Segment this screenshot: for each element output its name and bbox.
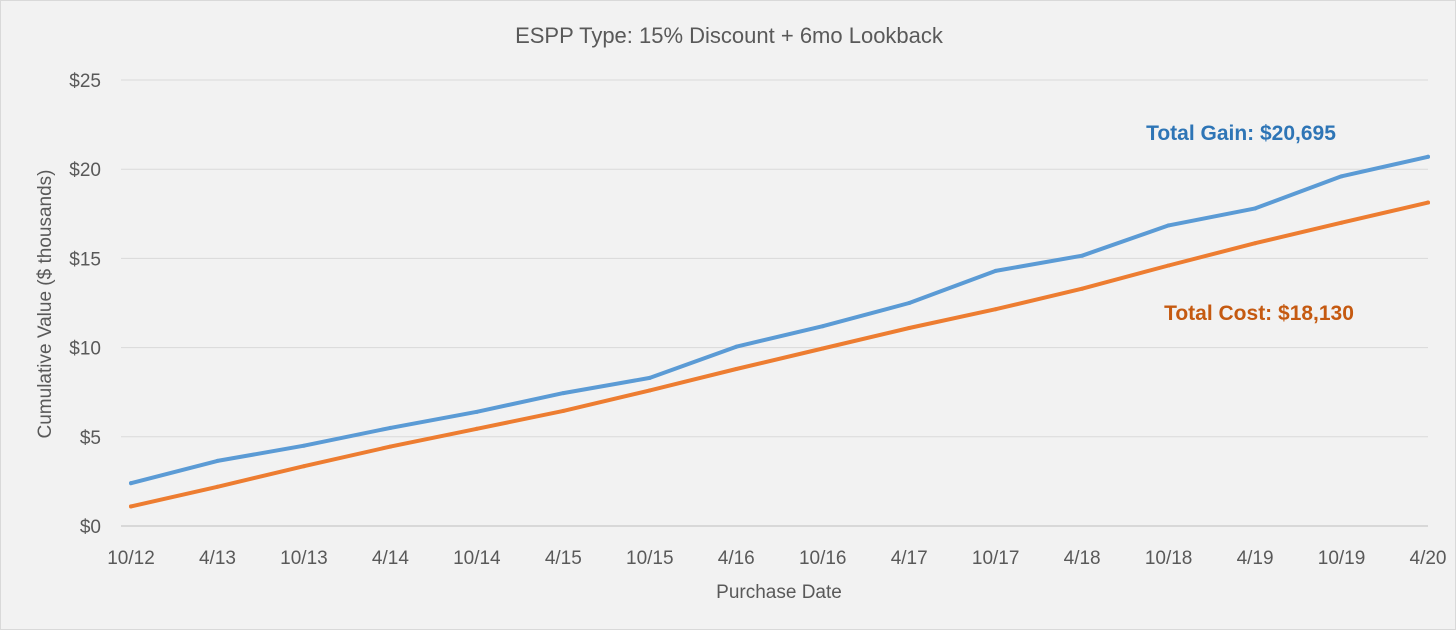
data-point-gain: [647, 375, 652, 380]
data-point-cost: [561, 408, 566, 413]
x-tick-label: 4/18: [1064, 548, 1101, 569]
tick-layer: $0 $5 $10 $15 $20 $25 10/12 4/13 10/13 4/14 10/14 4…: [69, 71, 1446, 569]
data-point-gain: [1253, 206, 1258, 211]
x-tick-label: 10/15: [626, 548, 674, 569]
data-point-cost: [388, 444, 393, 449]
x-tick-label: 10/14: [453, 548, 501, 569]
data-point-gain: [820, 324, 825, 329]
x-tick-label: 4/19: [1237, 548, 1274, 569]
x-tick-label: 10/16: [799, 548, 847, 569]
data-point-gain: [474, 409, 479, 414]
y-tick-label: $25: [69, 71, 101, 92]
data-point-cost: [129, 504, 133, 509]
data-point-gain: [907, 301, 912, 305]
data-point-gain: [388, 425, 393, 430]
x-tick-label: 4/15: [545, 548, 582, 569]
annotation-layer: Total Gain: $20,695 Total Cost: $18,130: [1146, 122, 1354, 325]
y-axis-title: Cumulative Value ($ thousands): [35, 170, 56, 439]
data-point-gain: [1080, 253, 1085, 258]
x-tick-label: 4/20: [1410, 548, 1447, 569]
data-point-cost: [1166, 263, 1171, 268]
x-tick-label: 10/12: [107, 548, 155, 569]
data-point-gain: [734, 344, 739, 349]
data-point-gain: [1339, 174, 1344, 179]
data-point-gain: [1166, 223, 1171, 228]
annotation-total-cost: Total Cost: $18,130: [1164, 302, 1354, 325]
data-point-cost: [1426, 200, 1430, 205]
data-point-cost: [820, 346, 825, 351]
data-point-gain: [301, 443, 306, 448]
y-tick-label: $5: [80, 428, 101, 449]
series-layer: [129, 154, 1430, 509]
y-tick-label: $20: [69, 160, 101, 181]
data-point-cost: [1339, 220, 1344, 225]
x-tick-label: 4/17: [891, 548, 928, 569]
y-tick-label: $0: [80, 517, 101, 538]
x-tick-label: 4/16: [718, 548, 755, 569]
series-line-gain: [129, 154, 1430, 486]
data-point-cost: [993, 307, 998, 312]
x-tick-label: 4/13: [199, 548, 236, 569]
data-point-gain: [1426, 154, 1430, 159]
data-point-cost: [734, 367, 739, 372]
data-point-cost: [907, 325, 912, 330]
x-tick-label: 10/18: [1145, 548, 1193, 569]
series-line-cost: [129, 200, 1430, 509]
x-tick-label: 10/19: [1318, 548, 1366, 569]
x-tick-label: 4/14: [372, 548, 409, 569]
data-point-gain: [215, 458, 220, 463]
data-point-gain: [129, 481, 133, 486]
data-point-gain: [993, 268, 998, 273]
data-point-cost: [301, 464, 306, 469]
data-point-cost: [647, 388, 652, 393]
y-tick-label: $10: [69, 339, 101, 360]
chart-title: ESPP Type: 15% Discount + 6mo Lookback: [515, 23, 944, 48]
data-point-cost: [474, 426, 479, 431]
data-point-gain: [561, 391, 566, 396]
data-point-cost: [1080, 286, 1085, 291]
x-axis-title: Purchase Date: [716, 582, 842, 603]
y-tick-label: $15: [69, 249, 101, 270]
data-point-cost: [1253, 241, 1258, 246]
data-point-cost: [215, 484, 220, 489]
x-tick-label: 10/13: [280, 548, 328, 569]
x-tick-label: 10/17: [972, 548, 1020, 569]
annotation-total-gain: Total Gain: $20,695: [1146, 122, 1336, 145]
